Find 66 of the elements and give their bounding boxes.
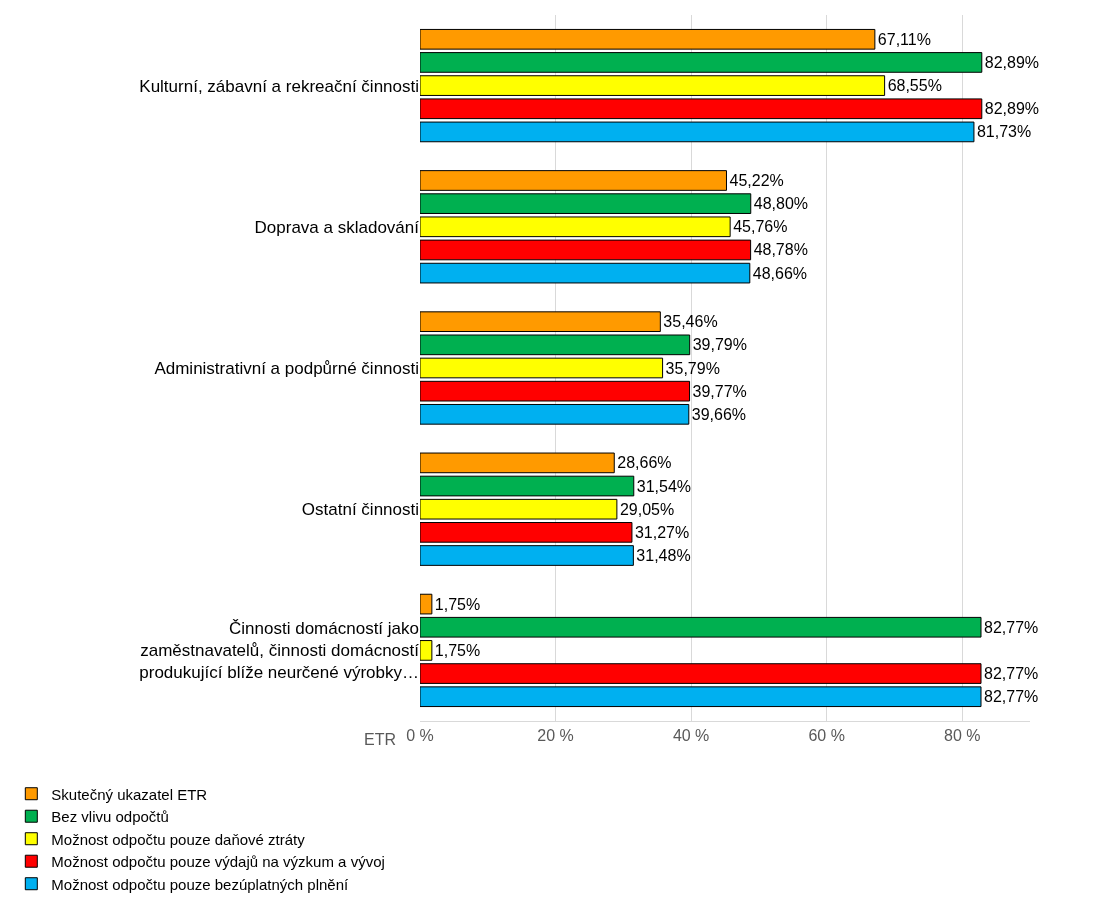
- data-label: 39,77%: [692, 382, 747, 400]
- x-tick-label: 60 %: [808, 727, 845, 745]
- data-label: 1,75%: [434, 641, 481, 659]
- data-label: 82,77%: [984, 618, 1039, 636]
- bar: [420, 311, 661, 333]
- data-label: 45,22%: [729, 171, 784, 189]
- bar: [420, 475, 635, 497]
- data-label: 29,05%: [619, 500, 675, 518]
- bar: [420, 75, 886, 96]
- data-label: 81,73%: [976, 123, 1032, 141]
- bar: [420, 686, 982, 708]
- bar: [420, 640, 433, 661]
- data-label: 82,77%: [984, 665, 1039, 683]
- data-label: 68,55%: [887, 77, 942, 95]
- bar: [420, 121, 975, 143]
- data-label: 67,11%: [877, 30, 931, 48]
- bar: [420, 262, 751, 284]
- legend-label: Možnost odpočtu pouze daňové ztráty: [51, 830, 306, 848]
- y-tick-label: Kulturní, zábavní a rekreační činnosti: [139, 76, 419, 96]
- legend-label: Bez vlivu odpočtů: [51, 808, 169, 826]
- x-tick-label: 20 %: [537, 727, 574, 745]
- bar: [420, 522, 633, 543]
- bar: [420, 98, 983, 120]
- data-label: 28,66%: [617, 454, 672, 472]
- bar: [420, 28, 876, 50]
- legend-label: Skutečný ukazatel ETR: [51, 785, 208, 803]
- y-tick-label: Ostatní činnosti: [301, 500, 419, 520]
- bar: [420, 452, 615, 474]
- bar: [420, 545, 634, 566]
- data-label: 82,77%: [984, 688, 1039, 706]
- x-tick-label: 80 %: [943, 727, 981, 745]
- y-tick-label: Administrativní a podpůrné činnosti: [154, 358, 419, 378]
- data-label: 39,79%: [692, 336, 747, 354]
- data-label: 31,48%: [636, 547, 691, 565]
- data-label: 48,66%: [752, 264, 808, 282]
- data-label: 48,78%: [753, 241, 808, 259]
- x-tick-label: 40 %: [672, 727, 710, 745]
- data-label: 35,79%: [665, 359, 720, 377]
- bar: [420, 52, 983, 73]
- bar: [420, 593, 433, 615]
- bar: [420, 239, 752, 261]
- legend-label: Možnost odpočtu pouze výdajů na výzkum a vývoj: [51, 853, 385, 871]
- data-label: 82,89%: [984, 100, 1040, 118]
- data-label: 31,54%: [636, 477, 692, 495]
- bar: [420, 216, 731, 238]
- bar: [420, 357, 664, 379]
- data-label: 82,89%: [984, 53, 1040, 71]
- bar: [420, 193, 752, 214]
- y-tick-label: Doprava a skladování: [254, 217, 420, 237]
- data-label: 45,76%: [733, 218, 788, 236]
- data-label: 39,66%: [691, 405, 747, 423]
- x-axis-title: ETR: [364, 731, 396, 748]
- bar: [420, 403, 690, 425]
- y-tick-label: Činnosti domácností jako zaměstnavatelů, činnosti domácností produkující blíže neurčené výrobky…: [139, 619, 420, 683]
- data-label: 35,46%: [663, 313, 718, 331]
- bar: [420, 616, 982, 638]
- bar: [420, 170, 727, 191]
- bar: [420, 663, 982, 684]
- data-label: 31,27%: [634, 523, 690, 541]
- x-tick-label: 0 %: [406, 727, 434, 745]
- bar: [420, 334, 691, 356]
- legend-label: Možnost odpočtu pouze bezúplatných plnění: [51, 875, 350, 893]
- data-label: 48,80%: [753, 195, 809, 213]
- data-label: 1,75%: [434, 595, 481, 613]
- bar: [420, 380, 691, 402]
- bar: [420, 498, 618, 520]
